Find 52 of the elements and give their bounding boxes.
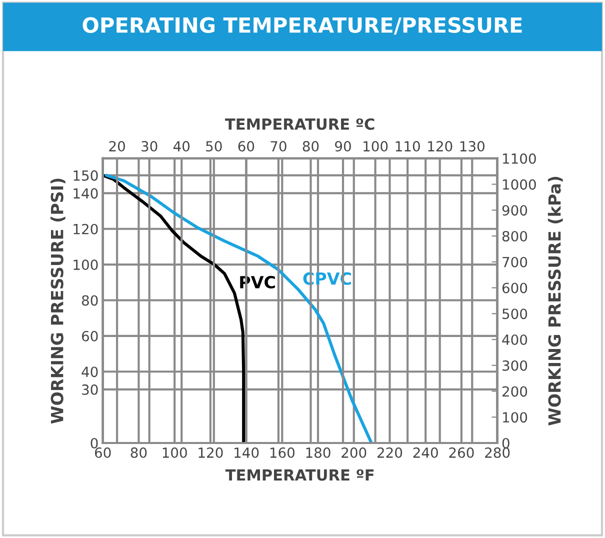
x2-tick-label: 80 <box>302 141 319 152</box>
x2-tick-label: 100 <box>364 141 388 152</box>
line-series <box>104 174 373 443</box>
x-tick-label: 200 <box>342 447 366 458</box>
y2-tick-label: 700 <box>502 256 528 268</box>
x-tick-label: 280 <box>485 447 510 458</box>
x-tick-label: 240 <box>413 447 438 458</box>
x-tick-label: 160 <box>270 447 294 458</box>
x-tick-label: 140 <box>234 447 259 458</box>
y-tick-label: 0 <box>90 438 98 448</box>
x-tick-label: 60 <box>94 447 111 458</box>
y2-tick-label: 300 <box>502 360 528 371</box>
x2-tick-label: 60 <box>238 141 254 152</box>
y-tick-label: 140 <box>74 188 98 199</box>
y2-tick-label: 200 <box>502 386 528 397</box>
x2-tick-label: 70 <box>270 141 286 152</box>
y2-tick-label: 900 <box>502 205 528 216</box>
y2-tick-label: 500 <box>502 308 528 320</box>
y-tick-label: 30 <box>82 384 98 395</box>
y2-tick-label: 100 <box>503 412 528 423</box>
y2-tick-label: 800 <box>502 230 528 242</box>
y-tick-label: 40 <box>82 366 98 378</box>
y2-tick-label: 0 <box>502 438 510 448</box>
chart-title: OPERATING TEMPERATURE/PRESSURE <box>82 17 522 35</box>
x2-tick-label: 120 <box>428 141 452 152</box>
x-tick-label: 80 <box>130 447 147 458</box>
y-tick-label: 150 <box>74 170 98 181</box>
x-tick-label: 260 <box>449 447 474 458</box>
x-tick-label: 120 <box>198 447 223 458</box>
x-tick-label: 100 <box>162 447 187 458</box>
x2-tick-label: 30 <box>142 141 158 152</box>
y-tick-label: 100 <box>74 260 98 270</box>
x2-tick-label: 50 <box>206 141 222 152</box>
x-axis-title: TEMPERATURE ºF <box>225 469 374 481</box>
x-tick-label: 180 <box>306 447 330 458</box>
y-tick-label: 60 <box>82 330 98 342</box>
x2-axis-title: TEMPERATURE ºC <box>225 118 374 130</box>
y2-tick-label: 1100 <box>503 153 536 164</box>
x-tick-label: 220 <box>377 447 402 458</box>
x2-tick-label: 90 <box>335 141 351 152</box>
y-tick-label: 80 <box>82 295 98 306</box>
y2-tick-label: 400 <box>502 334 528 345</box>
x2-tick-label: 130 <box>460 141 484 152</box>
y-tick-label: 120 <box>74 224 98 234</box>
x2-tick-label: 20 <box>109 141 125 152</box>
y2-tick-label: 1000 <box>503 179 536 190</box>
x2-tick-label: 110 <box>396 141 420 152</box>
x2-tick-label: 40 <box>173 141 190 152</box>
series-label: PVC <box>240 276 275 288</box>
y-axis-title: WORKING PRESSURE (PSI) <box>50 178 66 424</box>
y2-tick-label: 600 <box>502 282 528 294</box>
y2-axis-title: WORKING PRESSURE (kPa) <box>548 176 563 426</box>
